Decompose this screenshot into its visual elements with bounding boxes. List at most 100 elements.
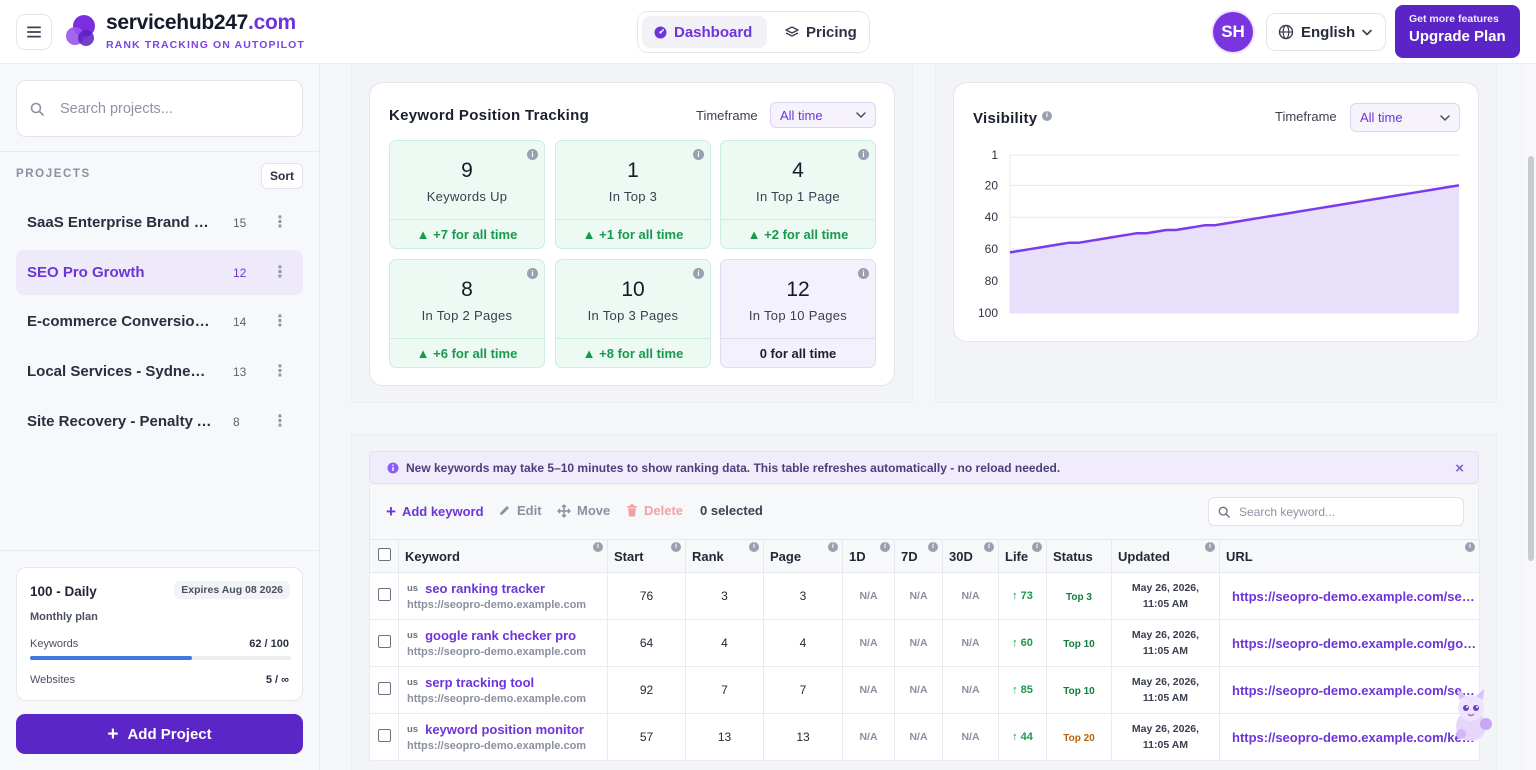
layers-icon [785, 25, 799, 37]
info-icon[interactable]: i [1465, 542, 1475, 552]
info-icon[interactable]: i [1042, 111, 1052, 121]
timeframe-value: All time [1360, 110, 1403, 125]
project-item[interactable]: SaaS Enterprise Brand Visibility 15 ⋮ [16, 200, 303, 245]
more-vertical-icon[interactable]: ⋮ [272, 213, 288, 231]
url-link[interactable]: https://seopro-demo.example.com/seo-rank… [1219, 572, 1480, 620]
timeframe-select[interactable]: All time [770, 102, 876, 128]
main-nav: Dashboard Pricing [637, 11, 870, 53]
url-link[interactable]: https://seopro-demo.example.com/keyword-… [1219, 713, 1480, 761]
info-icon[interactable]: i [1205, 542, 1215, 552]
project-item-active[interactable]: SEO Pro Growth 12 ⋮ [16, 250, 303, 295]
move-button[interactable]: Move [557, 503, 610, 518]
project-item[interactable]: Local Services - Sydney Metro 13 ⋮ [16, 349, 303, 394]
websites-usage-label: Websites [30, 674, 76, 686]
pencil-icon [500, 506, 509, 515]
column-label: Life [1005, 548, 1029, 564]
column-header-page[interactable]: Page i [763, 539, 843, 573]
info-icon[interactable]: i [858, 149, 869, 160]
timeframe-select[interactable]: All time [1350, 103, 1460, 132]
stat-top-3: i 1 In Top 3 ▲ +1 for all time [555, 140, 711, 249]
info-icon[interactable]: i [693, 268, 704, 279]
stat-value: 10 [621, 278, 645, 301]
column-header-rank[interactable]: Rank i [685, 539, 764, 573]
mascot-icon[interactable] [1446, 686, 1496, 746]
keyword-link[interactable]: google rank checker pro [425, 628, 577, 643]
y-tick-label: 100 [978, 306, 998, 320]
keyword-link[interactable]: seo ranking tracker [425, 581, 546, 596]
project-search-input[interactable]: Search projects... [16, 80, 303, 137]
info-icon[interactable]: i [527, 149, 538, 160]
stat-top-2-pages: i 8 In Top 2 Pages ▲ +6 for all time [389, 259, 545, 368]
column-header-url[interactable]: URL i [1219, 539, 1480, 573]
keyword-search-input[interactable]: Search keyword... [1208, 497, 1464, 526]
info-icon[interactable]: i [984, 542, 994, 552]
table-row[interactable]: us keyword position monitor https://seopro… [369, 713, 1480, 761]
status-badge: Top 3 [1066, 592, 1092, 603]
scrollbar-thumb[interactable] [1528, 156, 1534, 561]
column-header-status[interactable]: Status [1046, 539, 1112, 573]
keyword-toolbar: + Add keyword Edit Move Delete 0 selecte… [369, 485, 1479, 539]
project-count: 14 [233, 314, 247, 329]
row-checkbox[interactable] [369, 619, 399, 667]
more-vertical-icon[interactable]: ⋮ [272, 412, 288, 430]
column-header-life[interactable]: Life i [998, 539, 1047, 573]
keyword-site: https://seopro-demo.example.com [407, 740, 587, 752]
start-cell: 92 [607, 666, 686, 714]
table-row[interactable]: us seo ranking tracker https://seopro-demo… [369, 572, 1480, 620]
info-icon[interactable]: i [693, 149, 704, 160]
more-vertical-icon[interactable]: ⋮ [272, 312, 288, 330]
stat-delta: ▲ +7 for all time [416, 227, 518, 242]
y-tick-label: 20 [985, 178, 999, 192]
info-icon[interactable]: i [928, 542, 938, 552]
nav-tab-pricing[interactable]: Pricing [773, 16, 869, 48]
column-label: Updated [1118, 548, 1170, 564]
brand-name[interactable]: servicehub247.com [106, 11, 296, 35]
table-row[interactable]: us serp tracking tool https://seopro-demo.… [369, 666, 1480, 714]
edit-button[interactable]: Edit [498, 503, 542, 518]
info-icon[interactable]: i [527, 268, 538, 279]
info-icon[interactable]: i [858, 268, 869, 279]
url-link[interactable]: https://seopro-demo.example.com/serp-tra… [1219, 666, 1480, 714]
updated-time: 11:05 AM [1142, 739, 1189, 751]
sort-button[interactable]: Sort [261, 163, 303, 189]
url-link[interactable]: https://seopro-demo.example.com/google-r… [1219, 619, 1480, 667]
project-item[interactable]: Site Recovery - Penalty Audit 8 ⋮ [16, 399, 303, 444]
info-icon[interactable]: i [1032, 542, 1042, 552]
column-header-updated[interactable]: Updated i [1111, 539, 1220, 573]
project-name: E-commerce Conversion Boost [27, 313, 212, 330]
info-icon[interactable]: i [593, 542, 603, 552]
keyword-link[interactable]: keyword position monitor [425, 722, 584, 737]
more-vertical-icon[interactable]: ⋮ [272, 263, 288, 281]
language-select[interactable]: English [1266, 13, 1386, 51]
info-icon[interactable]: i [828, 542, 838, 552]
menu-button[interactable] [16, 14, 52, 50]
select-all-checkbox[interactable] [369, 539, 399, 573]
change-1d-cell: N/A [842, 666, 895, 714]
websites-usage-value: 5 / ∞ [265, 674, 289, 686]
change-30d-cell: N/A [942, 713, 999, 761]
close-icon[interactable]: × [1455, 460, 1464, 477]
table-row[interactable]: us google rank checker pro https://seopro-… [369, 619, 1480, 667]
row-checkbox[interactable] [369, 666, 399, 714]
column-header-7d[interactable]: 7D i [894, 539, 943, 573]
info-icon[interactable]: i [749, 542, 759, 552]
add-project-button[interactable]: + Add Project [16, 714, 303, 754]
nav-tab-dashboard[interactable]: Dashboard [642, 16, 767, 48]
delete-button[interactable]: Delete [626, 503, 683, 518]
upgrade-plan-button[interactable]: Get more features Upgrade Plan [1395, 5, 1520, 58]
keyword-search-placeholder: Search keyword... [1239, 504, 1336, 519]
user-avatar[interactable]: SH [1213, 12, 1253, 52]
row-checkbox[interactable] [369, 713, 399, 761]
column-header-start[interactable]: Start i [607, 539, 686, 573]
column-header-30d[interactable]: 30D i [942, 539, 999, 573]
info-icon[interactable]: i [671, 542, 681, 552]
add-keyword-button[interactable]: + Add keyword [386, 503, 484, 520]
column-header-1d[interactable]: 1D i [842, 539, 895, 573]
row-checkbox[interactable] [369, 572, 399, 620]
project-item[interactable]: E-commerce Conversion Boost 14 ⋮ [16, 299, 303, 344]
more-vertical-icon[interactable]: ⋮ [272, 362, 288, 380]
info-icon[interactable]: i [880, 542, 890, 552]
column-header-keyword[interactable]: Keyword i [398, 539, 608, 573]
keyword-link[interactable]: serp tracking tool [425, 675, 535, 690]
keywords-usage-bar [30, 656, 291, 660]
